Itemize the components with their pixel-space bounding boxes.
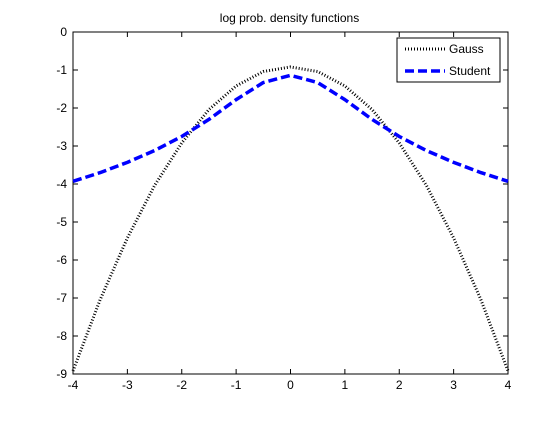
series-line-student — [72, 73, 509, 184]
legend: Gauss Student — [396, 37, 501, 83]
y-tick-label: -9 — [56, 367, 67, 381]
y-tick-label: 0 — [60, 25, 67, 39]
y-tick-label: -2 — [56, 101, 67, 115]
chart-title: log prob. density functions — [220, 11, 359, 25]
x-tick-label: 4 — [505, 378, 512, 392]
legend-label-gauss: Gauss — [449, 42, 484, 56]
legend-label-student: Student — [449, 64, 491, 78]
x-tick-label: 0 — [287, 378, 294, 392]
y-tick-label: -8 — [56, 329, 67, 343]
plot-frame — [72, 31, 509, 375]
x-tick-label: -1 — [231, 378, 242, 392]
x-tick-label: -3 — [122, 378, 133, 392]
plot-area — [72, 31, 509, 375]
y-tick-label: -3 — [56, 139, 67, 153]
ticks-layer: -4 -3 -2 -1 0 1 2 3 4 0 -1 -2 -3 -4 -5 -6 -7 -8 -9 — [56, 25, 511, 392]
x-tick-label: 3 — [450, 378, 457, 392]
series-layer — [71, 65, 510, 372]
legend-box — [396, 37, 501, 83]
y-tick-label: -4 — [56, 177, 67, 191]
x-tick-label: 1 — [342, 378, 349, 392]
x-tick-label: 2 — [396, 378, 403, 392]
x-tick-label: -4 — [68, 378, 79, 392]
x-tick-label: -2 — [176, 378, 187, 392]
y-tick-label: -6 — [56, 253, 67, 267]
y-tick-label: -7 — [56, 291, 67, 305]
series-line-gauss — [71, 65, 510, 372]
y-tick-label: -5 — [56, 215, 67, 229]
y-tick-label: -1 — [56, 63, 67, 77]
